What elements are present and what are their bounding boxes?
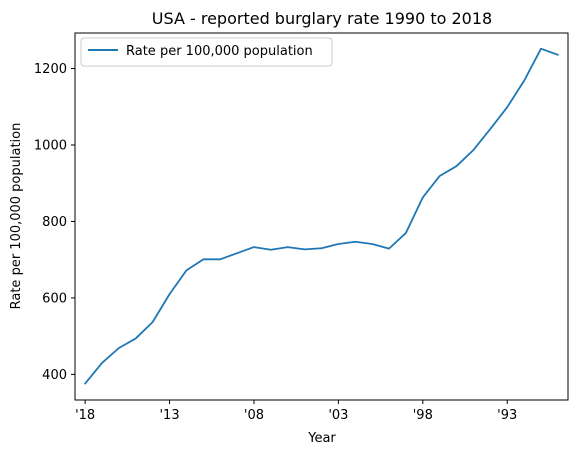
x-tick-label: '98 [413,408,433,423]
x-tick-label: '18 [75,408,95,423]
legend: Rate per 100,000 population [80,37,333,67]
x-axis-ticks: '18 '13 '08 '03 '98 '93 [75,400,517,423]
legend-box [80,37,333,67]
series-line-0 [84,47,559,385]
y-axis-label: Rate per 100,000 population [9,123,24,310]
y-tick-label: 800 [42,215,67,230]
y-axis-ticks: 400 600 800 1000 1200 [34,62,75,383]
x-tick-label: '03 [328,408,348,423]
x-tick-label: '08 [244,408,264,423]
series-layer [84,47,559,385]
chart-title: USA - reported burglary rate 1990 to 201… [152,9,492,28]
x-axis-label: Year [307,431,336,446]
y-tick-label: 400 [42,368,67,383]
x-tick-label: '13 [159,408,179,423]
legend-entry-rate: Rate per 100,000 population [126,44,313,59]
y-tick-label: 1200 [34,62,67,77]
x-tick-label: '93 [497,408,517,423]
plot-frame [74,32,569,401]
y-tick-label: 1000 [34,139,67,154]
y-tick-label: 600 [42,291,67,306]
